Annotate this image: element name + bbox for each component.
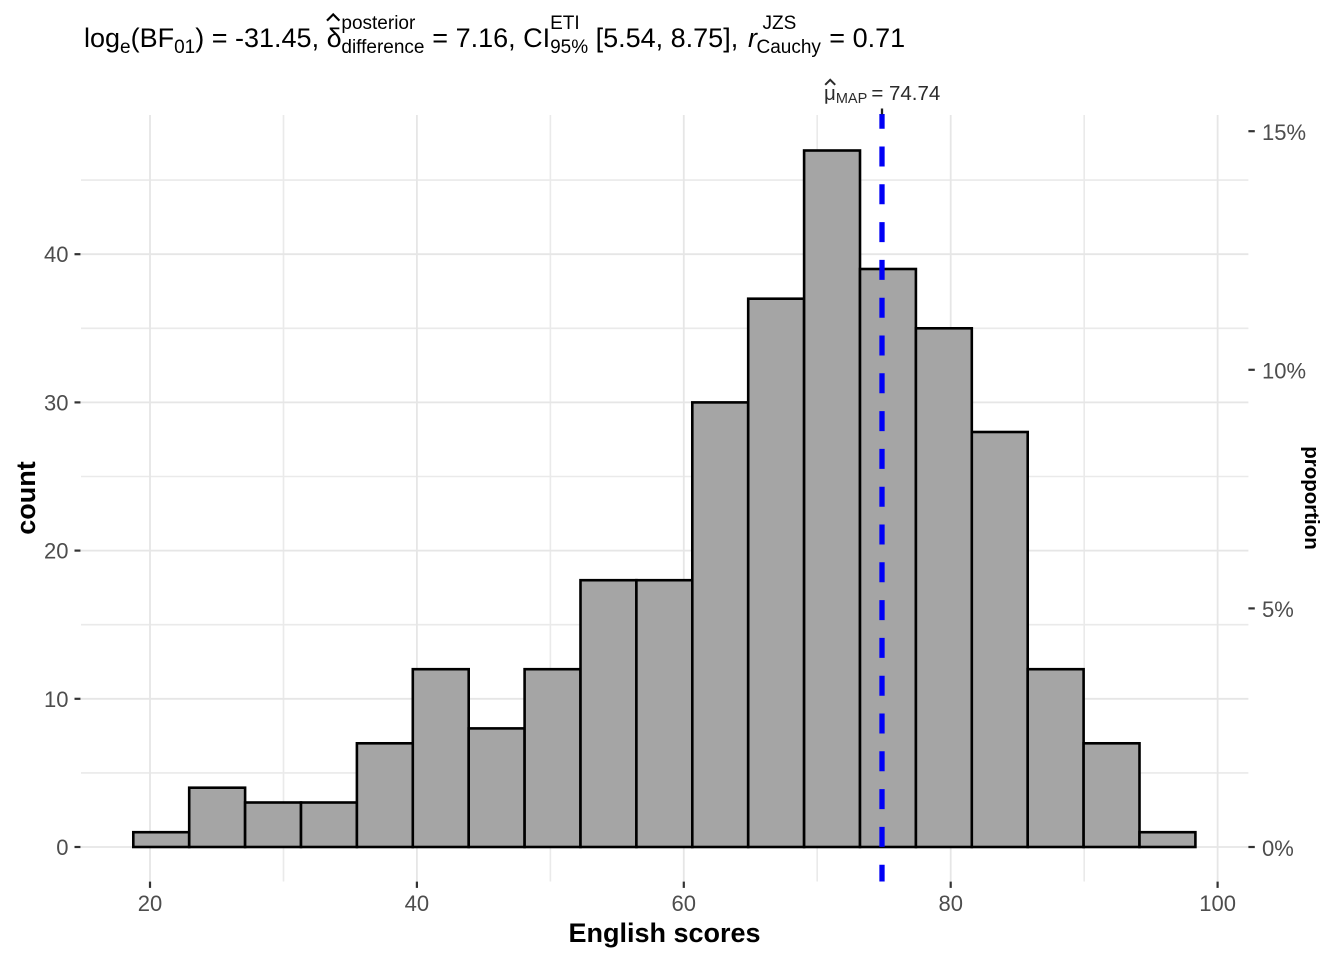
svg-text:difference: difference xyxy=(341,37,424,58)
svg-text:ETI: ETI xyxy=(550,13,580,34)
svg-text:95%: 95% xyxy=(550,37,588,58)
svg-text:80: 80 xyxy=(938,891,962,916)
svg-text:= 0.71: = 0.71 xyxy=(829,23,905,53)
svg-text:count: count xyxy=(11,461,41,535)
svg-text:10: 10 xyxy=(44,687,68,712)
svg-text:loge(BF01) = -31.45,: loge(BF01) = -31.45, xyxy=(84,23,319,58)
svg-text:English scores: English scores xyxy=(568,918,760,948)
svg-text:30: 30 xyxy=(44,390,68,415)
svg-text:40: 40 xyxy=(44,242,68,267)
svg-text:60: 60 xyxy=(672,891,696,916)
svg-text:10%: 10% xyxy=(1262,359,1306,384)
svg-text:20: 20 xyxy=(138,891,162,916)
svg-text:100: 100 xyxy=(1199,891,1236,916)
svg-text:5%: 5% xyxy=(1262,597,1294,622)
svg-text:δ: δ xyxy=(327,23,342,53)
svg-text:proportion: proportion xyxy=(1300,446,1323,550)
svg-text:= 7.16, CI: = 7.16, CI xyxy=(432,23,550,53)
svg-text:JZS: JZS xyxy=(763,13,797,34)
svg-text:15%: 15% xyxy=(1262,120,1306,145)
svg-text:20: 20 xyxy=(44,539,68,564)
svg-text:[5.54, 8.75],: [5.54, 8.75], xyxy=(596,23,739,53)
svg-text:Cauchy: Cauchy xyxy=(757,37,822,58)
svg-text:r: r xyxy=(748,23,758,53)
svg-text:40: 40 xyxy=(405,891,429,916)
svg-text:posterior: posterior xyxy=(341,13,416,34)
svg-text:0: 0 xyxy=(56,835,68,860)
svg-text:0%: 0% xyxy=(1262,836,1294,861)
